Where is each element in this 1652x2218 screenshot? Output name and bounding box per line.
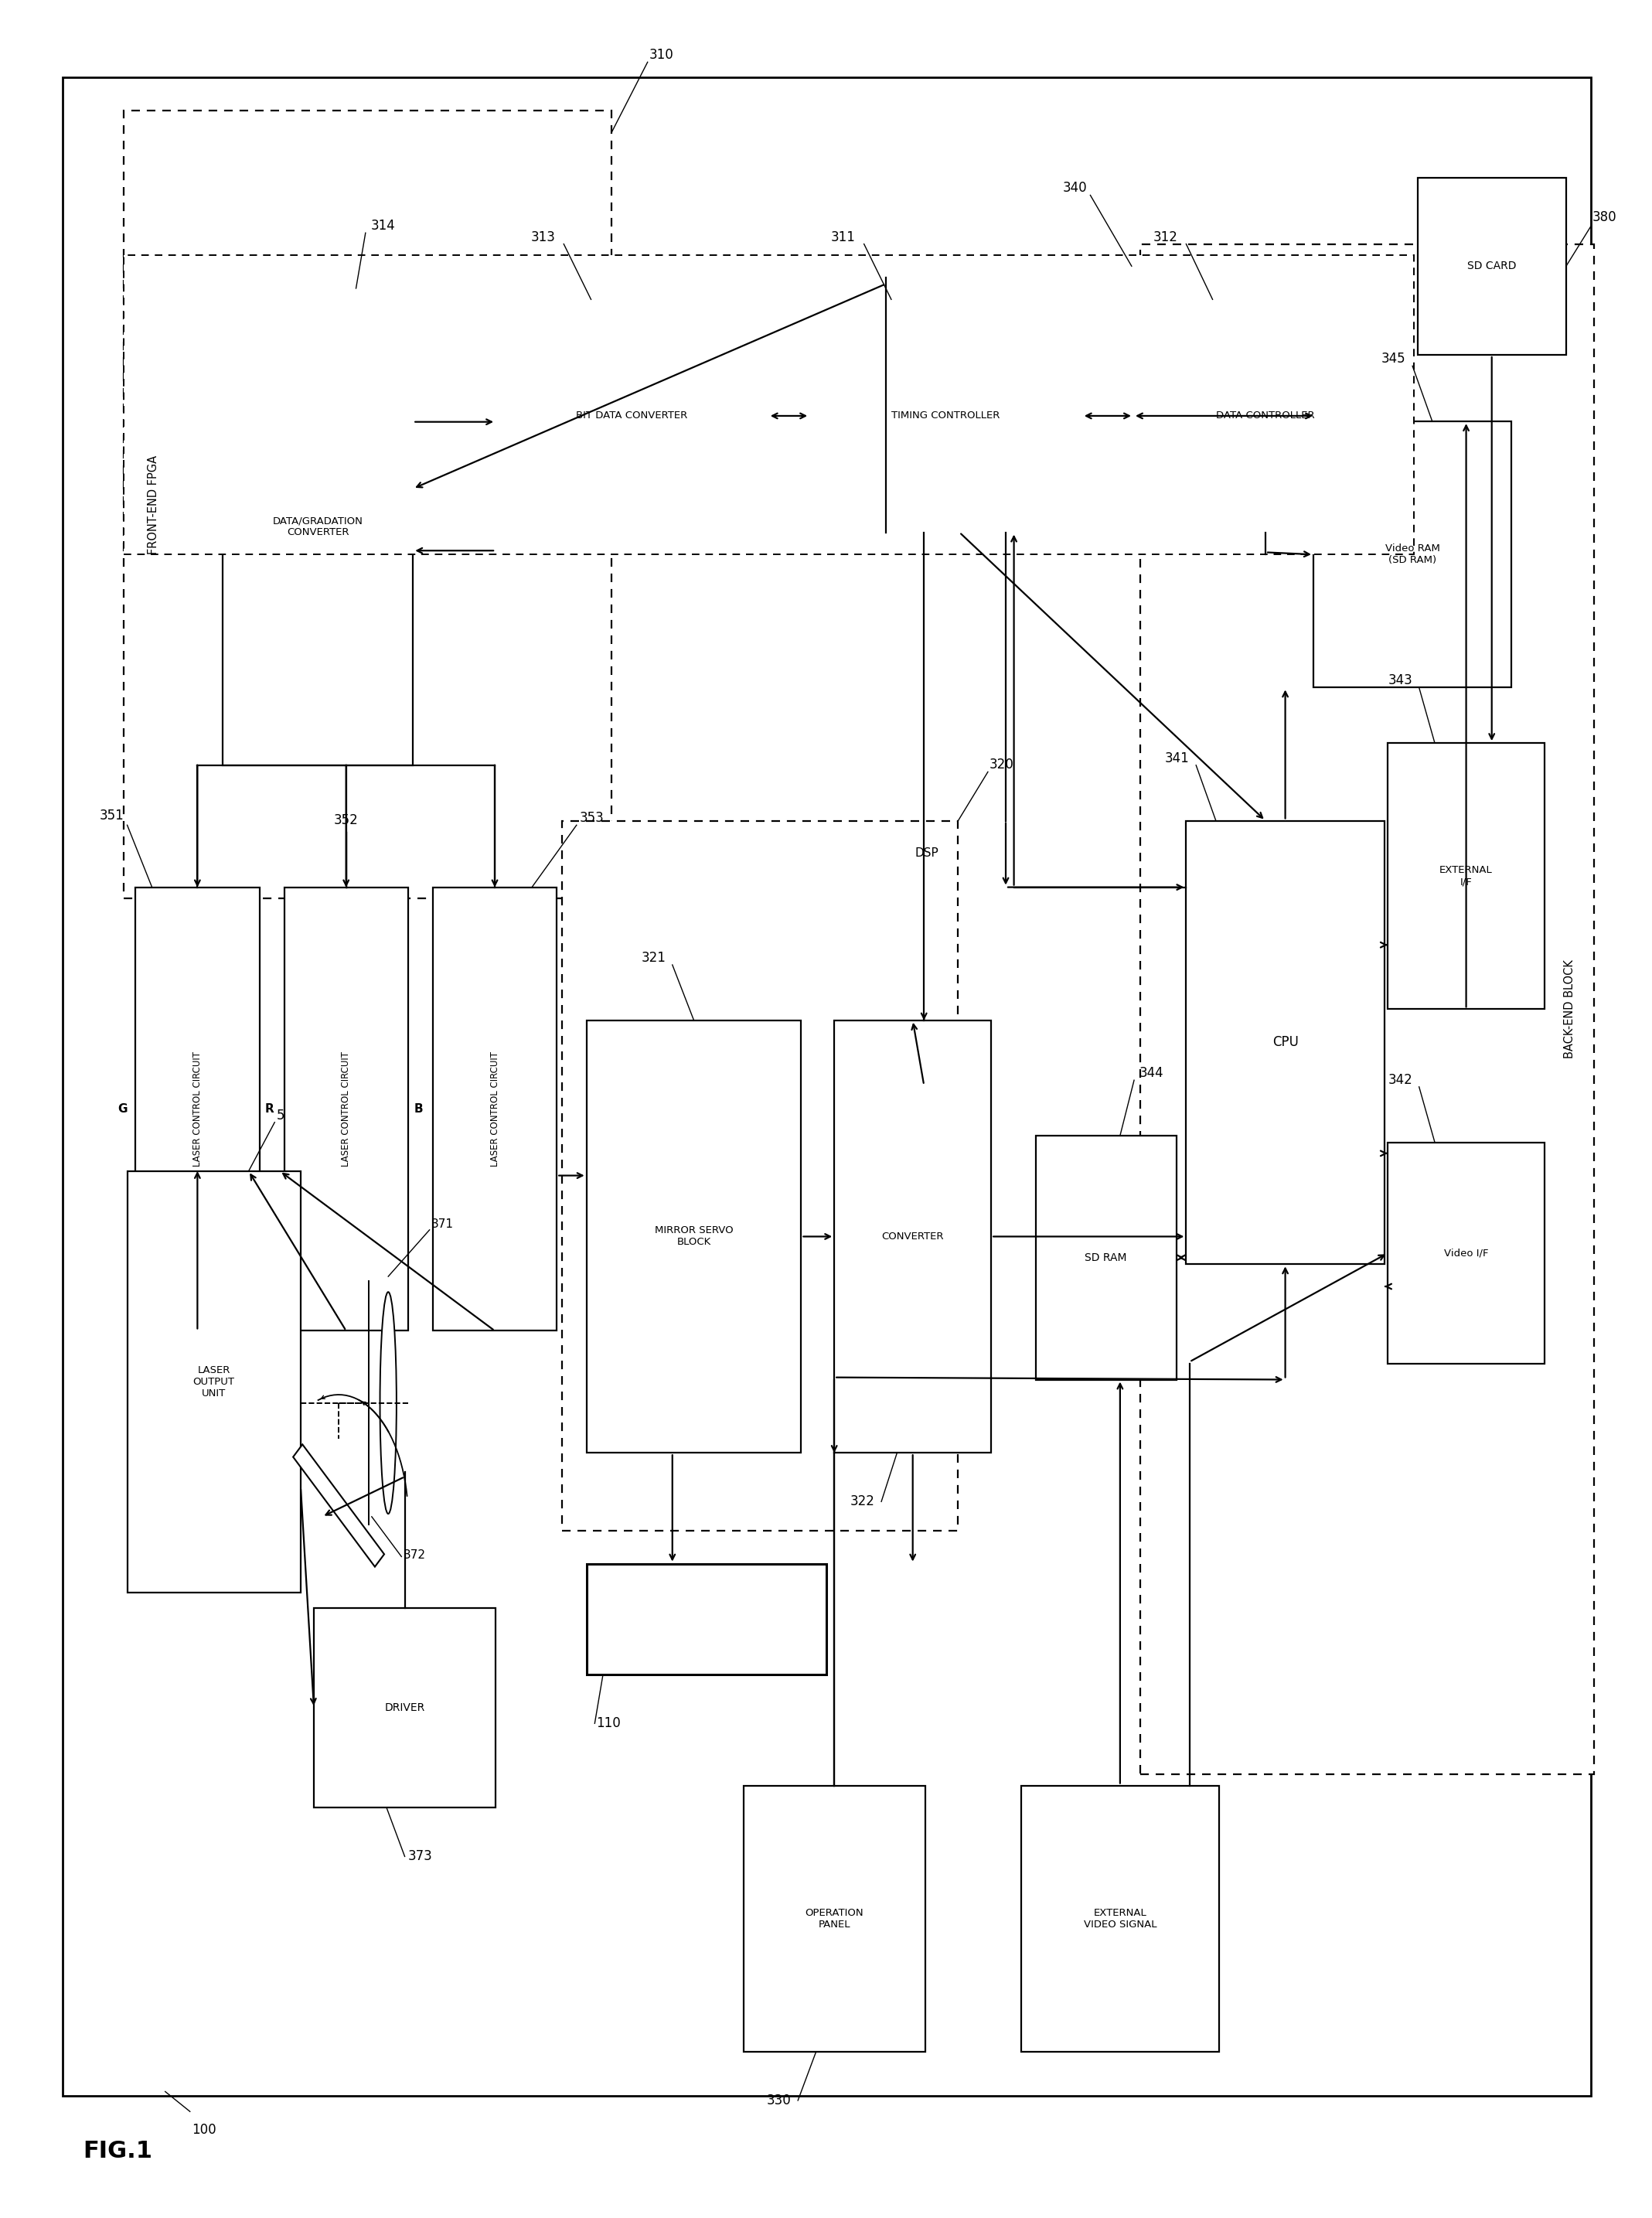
Bar	[433, 887, 557, 1331]
Bar	[496, 299, 768, 532]
Text: 330: 330	[767, 2094, 791, 2107]
Text: 314: 314	[370, 220, 395, 233]
Text: 340: 340	[1062, 182, 1087, 195]
Bar	[586, 1020, 801, 1453]
Bar	[223, 288, 413, 765]
Bar	[314, 1608, 496, 1808]
Bar	[1140, 244, 1594, 1774]
Text: 322: 322	[851, 1495, 876, 1508]
Text: 312: 312	[1153, 231, 1178, 244]
Text: 5: 5	[276, 1109, 284, 1122]
Bar	[292, 1444, 385, 1566]
Bar	[586, 1564, 826, 1675]
Text: DRIVER: DRIVER	[385, 1703, 425, 1712]
Bar	[809, 299, 1082, 532]
Text: OPERATION
PANEL: OPERATION PANEL	[805, 1907, 864, 1930]
Text: 351: 351	[99, 810, 124, 823]
Text: EXTERNAL
I/F: EXTERNAL I/F	[1439, 865, 1493, 887]
Text: LASER
OUTPUT
UNIT: LASER OUTPUT UNIT	[193, 1366, 235, 1397]
Text: DATA/GRADATION
CONVERTER: DATA/GRADATION CONVERTER	[273, 517, 363, 537]
Text: 110: 110	[596, 1717, 621, 1730]
Text: TIMING CONTROLLER: TIMING CONTROLLER	[892, 410, 999, 421]
Bar	[1313, 421, 1512, 688]
Text: DSP: DSP	[915, 847, 938, 858]
Text: 380: 380	[1593, 211, 1617, 224]
Bar	[135, 887, 259, 1331]
Bar	[1417, 177, 1566, 355]
Text: 372: 372	[403, 1550, 426, 1561]
Text: LASER CONTROL CIRCUIT: LASER CONTROL CIRCUIT	[340, 1051, 352, 1167]
Text: 321: 321	[641, 952, 666, 965]
Text: SD CARD: SD CARD	[1467, 262, 1517, 271]
Bar	[124, 255, 1414, 554]
Bar	[1186, 821, 1384, 1264]
Bar	[284, 887, 408, 1331]
Text: CPU: CPU	[1272, 1036, 1298, 1049]
Bar	[1388, 1142, 1545, 1364]
Bar	[1036, 1136, 1176, 1380]
Text: LASER CONTROL CIRCUIT: LASER CONTROL CIRCUIT	[192, 1051, 203, 1167]
Bar	[834, 1020, 991, 1453]
Text: FRONT-END FPGA: FRONT-END FPGA	[147, 455, 160, 554]
Text: 320: 320	[990, 759, 1014, 772]
Text: 100: 100	[192, 2123, 216, 2136]
Text: 371: 371	[431, 1218, 454, 1229]
Text: 342: 342	[1388, 1074, 1412, 1087]
Text: 343: 343	[1388, 674, 1412, 688]
Text: EXTERNAL
VIDEO SIGNAL: EXTERNAL VIDEO SIGNAL	[1084, 1907, 1156, 1930]
Text: CONVERTER: CONVERTER	[882, 1231, 943, 1242]
Text: BACK-END BLOCK: BACK-END BLOCK	[1563, 960, 1576, 1058]
Text: G: G	[117, 1102, 127, 1116]
Text: B: B	[415, 1102, 423, 1116]
Bar	[743, 1785, 925, 2052]
Text: 341: 341	[1165, 752, 1189, 765]
Text: R: R	[266, 1102, 274, 1116]
Text: 313: 313	[530, 231, 555, 244]
Text: 344: 344	[1140, 1067, 1163, 1080]
Bar	[127, 1171, 301, 1593]
Text: 352: 352	[334, 814, 358, 827]
Text: 310: 310	[649, 49, 674, 62]
Bar	[1388, 743, 1545, 1009]
Text: DATA CONTROLLER: DATA CONTROLLER	[1216, 410, 1315, 421]
Text: BIT DATA CONVERTER: BIT DATA CONVERTER	[577, 410, 687, 421]
Text: Video I/F: Video I/F	[1444, 1249, 1488, 1258]
Bar	[1133, 299, 1398, 532]
Text: 311: 311	[831, 231, 856, 244]
Text: FIG.1: FIG.1	[83, 2140, 152, 2163]
Text: 353: 353	[580, 812, 605, 825]
Bar	[1021, 1785, 1219, 2052]
Text: 373: 373	[408, 1850, 433, 1863]
Bar	[124, 111, 611, 898]
Ellipse shape	[380, 1291, 396, 1513]
Text: 345: 345	[1381, 353, 1406, 366]
Bar	[562, 821, 958, 1530]
Text: SD RAM: SD RAM	[1085, 1253, 1127, 1262]
Text: MIRROR SERVO
BLOCK: MIRROR SERVO BLOCK	[654, 1227, 733, 1247]
Text: LASER CONTROL CIRCUIT: LASER CONTROL CIRCUIT	[489, 1051, 501, 1167]
Text: Video RAM
(SD RAM): Video RAM (SD RAM)	[1384, 543, 1441, 566]
